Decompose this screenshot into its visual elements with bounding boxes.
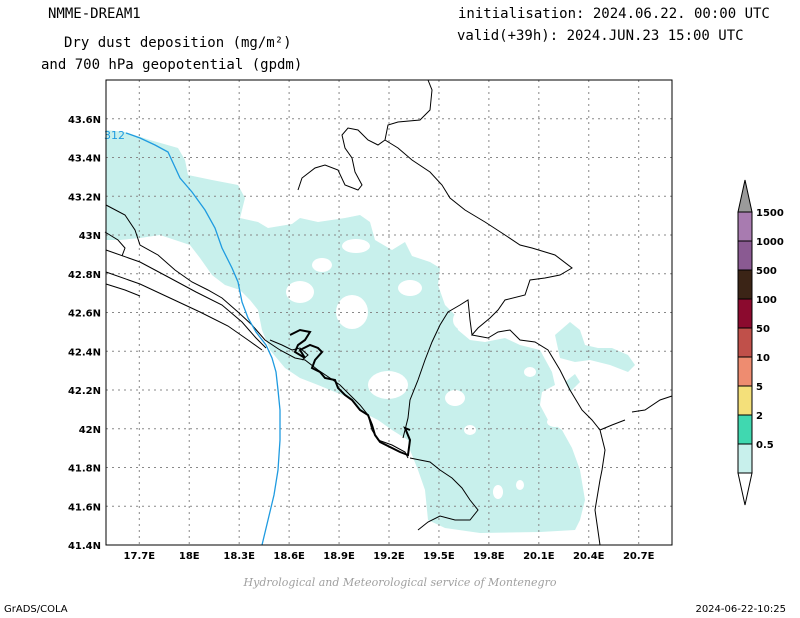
lon-tick-label: 20.7E: [623, 551, 655, 562]
footer-right: 2024-06-22-10:25: [695, 604, 786, 615]
lat-tick-label: 41.8N: [68, 464, 101, 475]
lon-tick-label: 17.7E: [124, 551, 156, 562]
lon-tick-label: 18E: [179, 551, 200, 562]
lat-tick-label: 42N: [79, 425, 101, 436]
lat-tick-label: 43N: [79, 231, 101, 242]
valid-time: valid(+39h): 2024.JUN.23 15:00 UTC: [457, 28, 744, 44]
legend-swatch: [737, 414, 753, 445]
legend-label: 10: [756, 353, 770, 364]
lat-tick-label: 41.6N: [68, 502, 101, 513]
legend-label: 2: [756, 411, 763, 422]
footer-left: GrADS/COLA: [4, 604, 68, 615]
legend-upper-arrow: [737, 179, 753, 213]
legend-swatch: [737, 269, 753, 300]
dust-deposition-field: [106, 130, 635, 533]
lat-tick-label: 43.6N: [68, 115, 101, 126]
credit-line: Hydrological and Meteorological service …: [243, 576, 557, 589]
legend-label: 1000: [756, 237, 784, 248]
lat-tick-label: 41.4N: [68, 541, 101, 552]
legend-label: 5: [756, 382, 763, 393]
initialisation-time: initialisation: 2024.06.22. 00:00 UTC: [458, 6, 770, 22]
contour-label: 312: [104, 129, 125, 142]
legend-swatch: [737, 298, 753, 329]
lat-tick-label: 42.8N: [68, 270, 101, 281]
legend-swatch: [737, 211, 753, 242]
lat-tick-label: 42.2N: [68, 386, 101, 397]
coastlines-and-borders: [104, 79, 673, 546]
lat-tick-label: 42.6N: [68, 309, 101, 320]
legend-label: 100: [756, 295, 777, 306]
legend-label: 1500: [756, 208, 784, 219]
legend-label: 0.5: [756, 440, 774, 451]
lat-tick-label: 42.4N: [68, 347, 101, 358]
map-gridlines: [106, 80, 672, 545]
legend-label: 500: [756, 266, 777, 277]
model-title: NMME-DREAM1: [48, 6, 141, 22]
lat-tick-label: 43.2N: [68, 192, 101, 203]
product-title-line1: Dry dust deposition (mg/m²): [64, 35, 292, 51]
legend-swatch: [737, 240, 753, 271]
product-title-line2: and 700 hPa geopotential (gpdm): [41, 57, 303, 73]
lon-tick-label: 18.9E: [323, 551, 355, 562]
dust-field-holes: [286, 239, 563, 499]
legend-swatch: [737, 443, 753, 474]
lon-tick-label: 20.1E: [523, 551, 555, 562]
map-frame: [105, 79, 673, 546]
lon-tick-label: 18.3E: [223, 551, 255, 562]
latitude-axis-labels: 43.6N 43.4N 43.2N 43N 42.8N 42.6N 42.4N 42.2N 42…: [68, 115, 101, 552]
lon-tick-label: 20.4E: [573, 551, 605, 562]
legend-lower-arrow: [737, 472, 753, 506]
geopotential-contour-312: [125, 132, 281, 546]
legend-swatch: [737, 385, 753, 416]
color-legend: 1500 1000 500 100 50 10 5 2 0.5: [737, 179, 784, 506]
lon-tick-label: 18.6E: [273, 551, 305, 562]
lon-tick-label: 19.2E: [373, 551, 405, 562]
lat-tick-label: 43.4N: [68, 154, 101, 165]
legend-swatch: [737, 327, 753, 358]
legend-swatch: [737, 356, 753, 387]
lon-tick-label: 19.8E: [473, 551, 505, 562]
legend-label: 50: [756, 324, 770, 335]
lon-tick-label: 19.5E: [423, 551, 455, 562]
longitude-axis-labels: 17.7E 18E 18.3E 18.6E 18.9E 19.2E 19.5E 19.8E 20…: [124, 551, 655, 562]
